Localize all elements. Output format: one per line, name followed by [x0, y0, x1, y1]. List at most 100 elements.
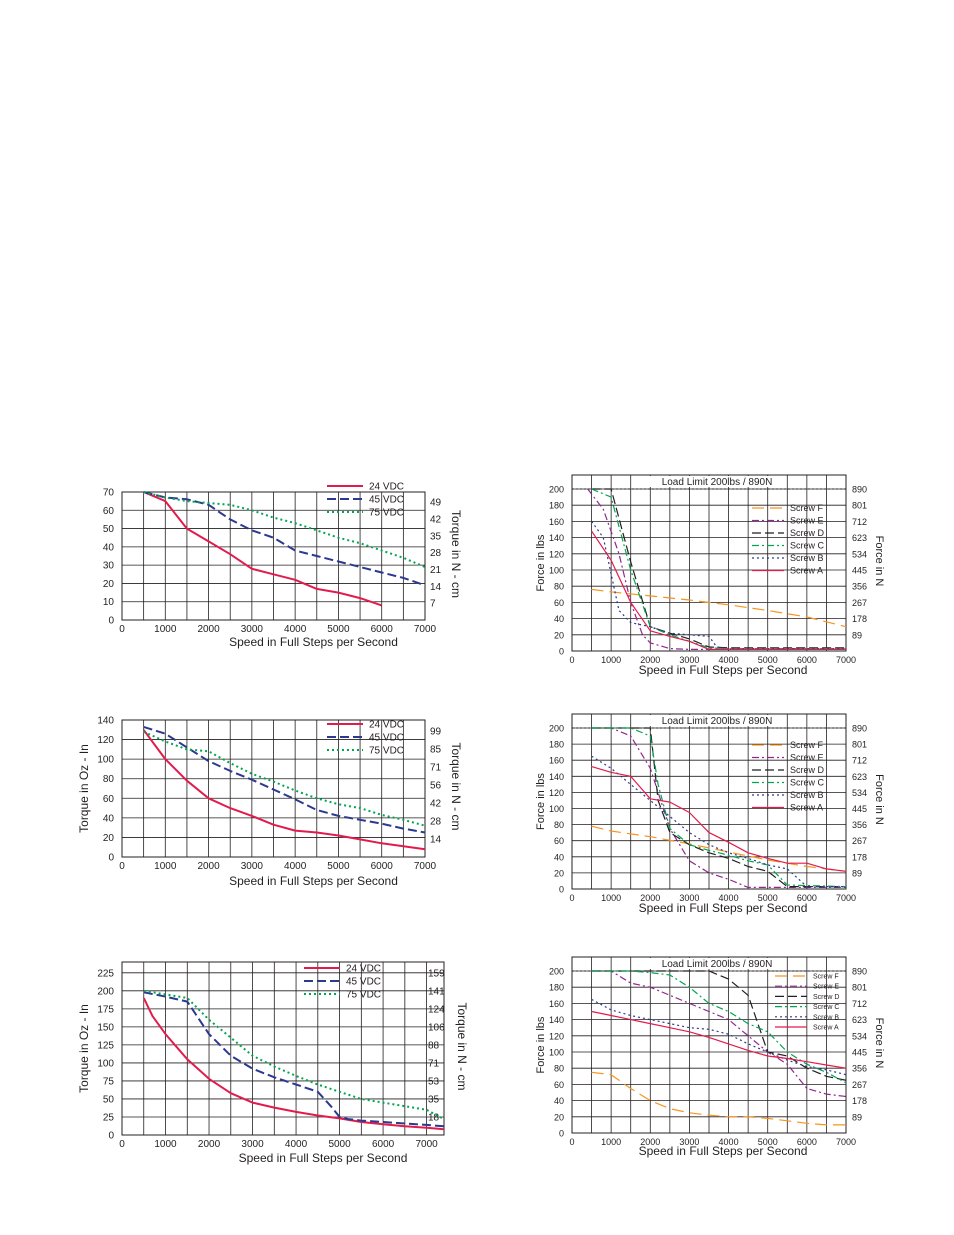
- x-tick-label: 1000: [154, 861, 177, 872]
- x-axis-title: Speed in Full Steps per Second: [639, 901, 808, 915]
- x-tick-label: 2000: [640, 1137, 660, 1147]
- x-tick-label: 6000: [371, 624, 394, 635]
- y-tick-label: 75: [103, 1076, 115, 1087]
- y-tick-label: 80: [554, 820, 564, 830]
- y2-tick-label: 71: [430, 762, 442, 773]
- series-line: [591, 727, 846, 889]
- legend-label: Screw C: [813, 1004, 839, 1011]
- y-tick-label: 60: [554, 1080, 564, 1090]
- series-line: [591, 1010, 847, 1069]
- y2-tick-label: 356: [852, 582, 867, 592]
- legend-label: Screw E: [813, 984, 839, 991]
- y-tick-label: 100: [549, 1048, 564, 1058]
- legend-label: Screw E: [790, 516, 824, 526]
- series-group: [143, 491, 426, 607]
- x-tick-label: 4000: [719, 893, 739, 903]
- y2-tick-label: 159: [428, 968, 445, 979]
- y2-axis-title: Force in N: [873, 1018, 885, 1069]
- series-line: [591, 530, 846, 651]
- y2-tick-label: 623: [852, 1015, 867, 1025]
- x-tick-label: 2000: [640, 655, 660, 665]
- x-tick-label: 4000: [719, 1137, 739, 1147]
- x-tick-label: 3000: [679, 655, 699, 665]
- y2-tick-label: 35: [428, 1094, 440, 1105]
- legend-label: Screw A: [790, 803, 823, 813]
- y-axis-title: Force in lbs: [535, 534, 547, 591]
- legend-label: Screw D: [813, 994, 839, 1001]
- y-tick-label: 40: [103, 813, 115, 824]
- x-tick-label: 1000: [601, 893, 621, 903]
- y2-tick-label: 141: [428, 986, 445, 997]
- y2-tick-label: 890: [852, 485, 867, 495]
- y2-tick-label: 267: [852, 836, 867, 846]
- y-axis-title: Force in lbs: [535, 773, 547, 830]
- x-tick-label: 6000: [797, 655, 817, 665]
- y-tick-label: 120: [549, 549, 564, 559]
- y-tick-label: 10: [103, 597, 115, 608]
- series-line: [143, 730, 426, 827]
- legend-label: Screw C: [790, 541, 825, 551]
- legend-label: Screw A: [813, 1024, 839, 1031]
- y2-tick-label: 801: [852, 983, 867, 993]
- y-tick-label: 120: [97, 735, 114, 746]
- legend-label: 24 VDC: [369, 720, 404, 731]
- legend-label: Screw A: [790, 566, 823, 576]
- chart-1: 0 1000 2000 3000 4000 5000 6000 7000 0 10 20 30 40 50…: [103, 482, 463, 650]
- series-line: [142, 997, 445, 1131]
- x-tick-label: 7000: [414, 624, 437, 635]
- series-group: [591, 727, 847, 889]
- y-tick-label: 100: [549, 566, 564, 576]
- y-tick-label: 20: [554, 1112, 564, 1122]
- x-tick-label: 4000: [284, 861, 307, 872]
- y2-tick-label: 534: [852, 1031, 867, 1041]
- x-tick-label: 3000: [241, 861, 264, 872]
- y-tick-label: 20: [554, 868, 564, 878]
- y2-tick-label: 534: [852, 788, 867, 798]
- y-tick-label: 160: [549, 517, 564, 527]
- y2-tick-label: 178: [852, 614, 867, 624]
- legend-label: Screw F: [813, 973, 839, 980]
- y-tick-label: 100: [549, 804, 564, 814]
- legend-label: 24 VDC: [369, 482, 404, 493]
- y-tick-label: 40: [554, 852, 564, 862]
- y2-tick-label: 85: [430, 744, 442, 755]
- x-tick-label: 6000: [797, 1137, 817, 1147]
- y-tick-label: 100: [97, 1058, 114, 1069]
- y-tick-label: 20: [103, 579, 115, 590]
- series-line: [591, 488, 846, 649]
- y2-tick-label: 445: [852, 804, 867, 814]
- x-tick-label: 0: [119, 624, 125, 635]
- y-tick-label: 160: [549, 999, 564, 1009]
- y-tick-label: 40: [103, 542, 115, 553]
- legend-label: Screw B: [813, 1014, 839, 1021]
- y2-tick-label: 106: [428, 1022, 445, 1033]
- series-line: [591, 1071, 846, 1126]
- series-line: [591, 998, 847, 1076]
- series-line: [587, 488, 846, 651]
- plot-frame: [571, 956, 847, 1134]
- y2-axis-title: Force in N: [873, 774, 885, 825]
- y2-axis-title: Torque in N - cm: [455, 1002, 469, 1090]
- y-tick-label: 80: [554, 582, 564, 592]
- legend-label: Screw B: [790, 790, 824, 800]
- y2-tick-label: 712: [852, 517, 867, 527]
- series-line: [143, 491, 426, 587]
- legend-label: Screw B: [790, 553, 824, 563]
- x-tick-label: 2000: [640, 893, 660, 903]
- y-tick-label: 125: [97, 1040, 114, 1051]
- x-tick-label: 1000: [154, 1139, 177, 1150]
- y2-tick-label: 28: [430, 816, 442, 827]
- y-tick-label: 50: [103, 524, 115, 535]
- x-tick-label: 5000: [758, 893, 778, 903]
- y-tick-label: 0: [108, 853, 114, 864]
- title-backdrop: [649, 958, 769, 969]
- y-tick-label: 0: [108, 1131, 114, 1142]
- y-tick-label: 140: [549, 533, 564, 543]
- legend-label: Screw F: [790, 503, 824, 513]
- y2-tick-label: 890: [852, 967, 867, 977]
- grid: [572, 957, 846, 1133]
- chart-title: Load Limit 200lbs / 890N: [662, 959, 773, 970]
- plot-frame: [571, 713, 847, 890]
